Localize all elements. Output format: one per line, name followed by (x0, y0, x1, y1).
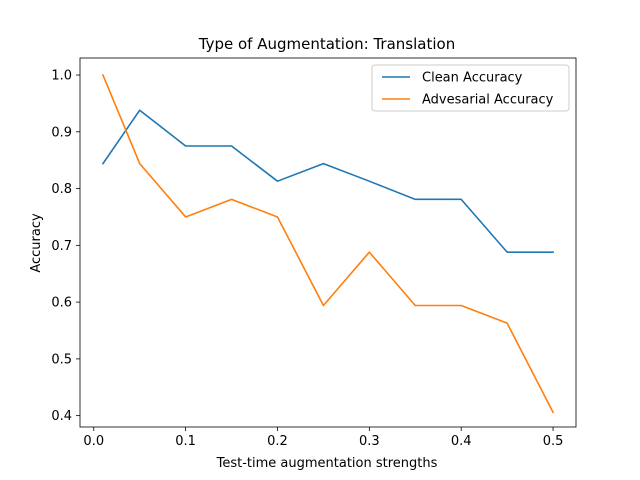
y-tick-label: 0.4 (51, 409, 72, 424)
x-tick-label: 0.3 (359, 434, 380, 449)
x-tick-label: 0.1 (175, 434, 196, 449)
series-line-2 (101, 73, 555, 414)
axes-frame (79, 57, 577, 428)
legend-label-2: Advesarial Accuracy (422, 93, 554, 108)
x-tick-label: 0.0 (83, 434, 104, 449)
y-tick-label: 0.8 (51, 182, 72, 197)
x-axis-label: Test-time augmentation strengths (216, 456, 438, 471)
legend-box (371, 64, 570, 112)
plot-area: 0.0 0.1 0.2 0.3 0.4 0.5 0.4 0.5 0.6 0.7 0.8 0.9 1.0 (51, 57, 577, 449)
series-line-1 (101, 109, 554, 253)
y-tick-label: 0.6 (51, 296, 72, 311)
legend: Clean Accuracy Advesarial Accuracy (371, 64, 570, 112)
x-tick-label: 0.2 (267, 434, 288, 449)
y-tick-label: 1.0 (51, 69, 72, 84)
y-tick-label: 0.5 (51, 352, 72, 367)
chart-title: Type of Augmentation: Translation (198, 35, 455, 53)
x-tick-label: 0.5 (543, 434, 564, 449)
y-axis-label: Accuracy (29, 213, 44, 273)
x-tick-label: 0.4 (451, 434, 472, 449)
legend-label-1: Clean Accuracy (422, 71, 523, 86)
y-tick-label: 0.9 (51, 125, 72, 140)
y-tick-label: 0.7 (51, 239, 72, 254)
